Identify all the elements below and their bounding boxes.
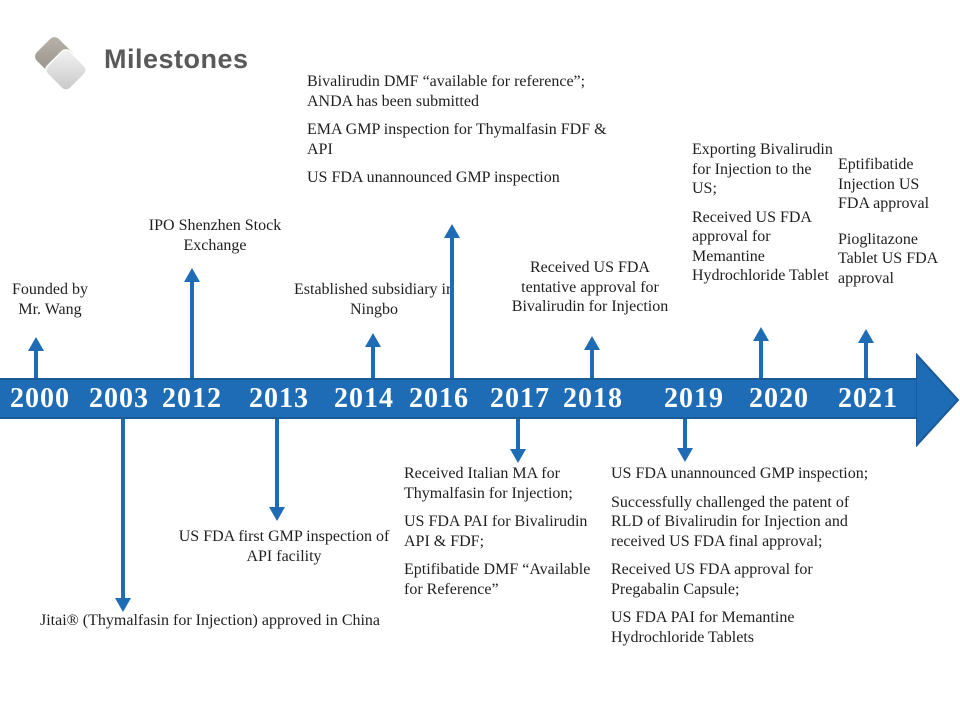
timeline-bar: 2000 2003 2012 2013 2014 2016 2017 2018 … xyxy=(0,378,918,419)
year-2000: 2000 xyxy=(10,382,70,414)
event-text: US FDA PAI for Memantine Hydrochloride T… xyxy=(611,609,795,646)
arrow-stem xyxy=(590,348,594,378)
event-text: Established subsidiary in Ningbo xyxy=(294,281,454,318)
event-text: Received US FDA tentative approval for B… xyxy=(511,259,669,316)
year-2021: 2021 xyxy=(838,382,898,414)
event-text: Received US FDA approval for Memantine H… xyxy=(692,208,829,285)
event-2019-block: US FDA unannounced GMP inspection; Succe… xyxy=(611,464,869,647)
event-text: US FDA first GMP inspection of API facil… xyxy=(178,528,390,565)
arrowhead-icon xyxy=(858,329,874,343)
event-2000-founded: Founded by Mr. Wang xyxy=(0,280,100,319)
page-title: Milestones xyxy=(104,44,249,74)
event-text: Received US FDA approval for Pregabalin … xyxy=(611,561,813,598)
arrowhead-icon xyxy=(269,507,285,521)
event-text: Received Italian MA for Thymalfasin for … xyxy=(404,465,573,502)
arrow-up-2018 xyxy=(584,336,600,378)
event-text: EMA GMP inspection for Thymalfasin FDF &… xyxy=(307,121,607,158)
year-2014: 2014 xyxy=(334,382,394,414)
year-2019: 2019 xyxy=(664,382,724,414)
event-2012-ipo: IPO Shenzhen Stock Exchange xyxy=(130,216,300,255)
arrow-up-2012 xyxy=(184,268,200,378)
year-2020: 2020 xyxy=(749,382,809,414)
arrowhead-icon xyxy=(510,449,526,463)
arrow-stem xyxy=(759,339,763,378)
event-text: US FDA PAI for Bivalirudin API & FDF; xyxy=(404,513,588,550)
year-2003: 2003 xyxy=(89,382,149,414)
event-text: US FDA unannounced GMP inspection; xyxy=(611,465,869,482)
arrowhead-icon xyxy=(444,224,460,238)
arrowhead-icon xyxy=(115,598,131,612)
year-2017: 2017 xyxy=(490,382,550,414)
event-text: Eptifibatide DMF “Available for Referenc… xyxy=(404,561,591,598)
arrow-down-2013 xyxy=(269,419,285,521)
event-2016-block: Bivalirudin DMF “available for reference… xyxy=(307,72,607,188)
arrow-up-2014 xyxy=(365,333,381,378)
year-2018: 2018 xyxy=(563,382,623,414)
event-2018-tentative-approval: Received US FDA tentative approval for B… xyxy=(504,258,676,317)
arrow-stem xyxy=(34,349,38,378)
arrow-stem xyxy=(275,419,279,509)
diamond-logo-icon xyxy=(35,37,87,91)
arrow-stem xyxy=(864,341,868,378)
event-2013-gmp-inspection: US FDA first GMP inspection of API facil… xyxy=(168,527,400,566)
arrow-up-2000 xyxy=(28,337,44,378)
arrowhead-icon xyxy=(28,337,44,351)
event-text: IPO Shenzhen Stock Exchange xyxy=(148,217,282,254)
event-2021-block: Eptifibatide Injection US FDA approval P… xyxy=(838,155,946,288)
arrowhead-icon xyxy=(584,336,600,350)
event-2014-ningbo: Established subsidiary in Ningbo xyxy=(288,280,460,319)
event-text: Jitai® (Thymalfasin for Injection) appro… xyxy=(39,612,381,629)
year-2013: 2013 xyxy=(249,382,309,414)
timeline-arrowhead-icon xyxy=(916,353,960,447)
arrow-stem xyxy=(683,419,687,450)
arrowhead-icon xyxy=(753,327,769,341)
arrow-stem xyxy=(371,345,375,378)
event-text: US FDA unannounced GMP inspection xyxy=(307,169,560,187)
arrowhead-icon xyxy=(184,268,200,282)
year-2016: 2016 xyxy=(409,382,469,414)
event-text: Eptifibatide Injection US FDA approval xyxy=(838,156,930,213)
event-text: Exporting Bivalirudin for Injection to t… xyxy=(692,141,833,198)
arrow-stem xyxy=(121,419,125,600)
arrow-stem xyxy=(450,236,454,378)
arrow-stem xyxy=(516,419,520,451)
event-2020-block: Exporting Bivalirudin for Injection to t… xyxy=(692,140,834,286)
event-text: Founded by Mr. Wang xyxy=(12,281,88,318)
arrow-stem xyxy=(190,280,194,378)
event-2003-jitai: Jitai® (Thymalfasin for Injection) appro… xyxy=(25,611,395,631)
arrow-down-2019 xyxy=(677,419,693,462)
year-2012: 2012 xyxy=(162,382,222,414)
arrow-up-2021 xyxy=(858,329,874,378)
event-text: Successfully challenged the patent of RL… xyxy=(611,493,850,550)
arrow-up-2016 xyxy=(444,224,460,378)
arrow-down-2017 xyxy=(510,419,526,463)
event-text: Bivalirudin DMF “available for reference… xyxy=(307,73,586,110)
arrowhead-icon xyxy=(365,333,381,347)
arrow-up-2020 xyxy=(753,327,769,378)
arrowhead-icon xyxy=(677,448,693,462)
event-text: Pioglitazone Tablet US FDA approval xyxy=(838,230,938,287)
event-2017-block: Received Italian MA for Thymalfasin for … xyxy=(404,464,600,599)
arrow-down-2003 xyxy=(115,419,131,612)
